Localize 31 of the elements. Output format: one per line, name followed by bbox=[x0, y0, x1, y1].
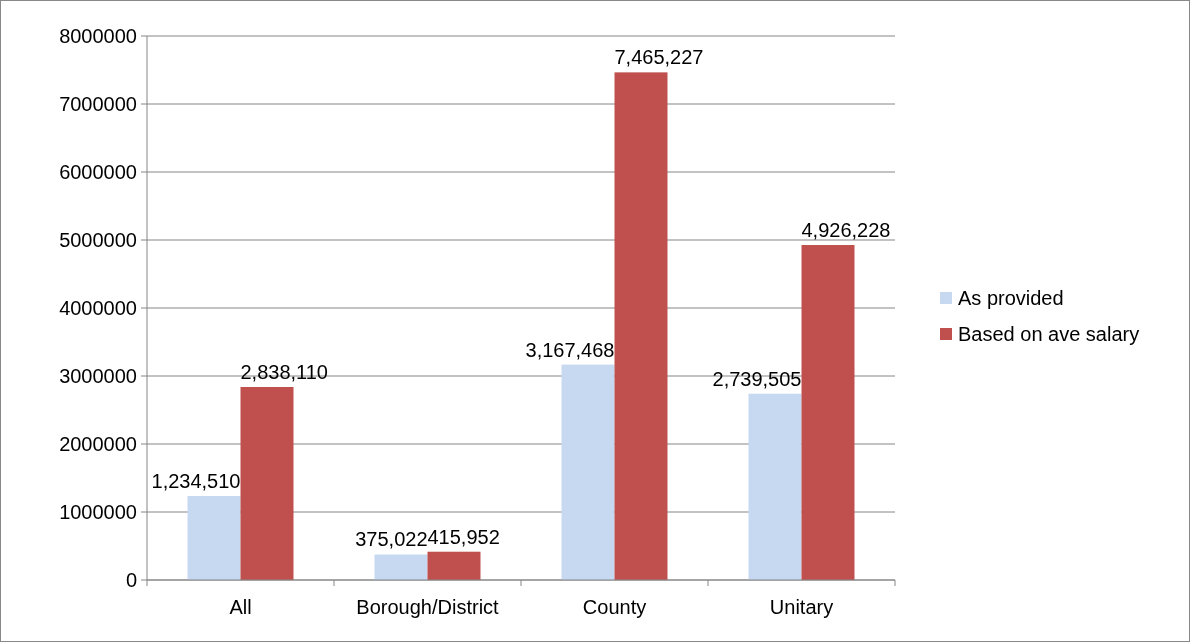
data-label: 375,022 bbox=[355, 528, 428, 551]
x-tick-label: County bbox=[582, 596, 647, 618]
bar bbox=[187, 496, 241, 580]
y-tick-label: 0 bbox=[125, 569, 137, 591]
bar bbox=[748, 393, 802, 580]
y-tick-label: 3000000 bbox=[59, 365, 137, 387]
data-label: 7,465,227 bbox=[614, 46, 704, 69]
data-label: 2,838,110 bbox=[240, 361, 328, 384]
legend-label: As provided bbox=[958, 287, 1064, 309]
x-tick-label: All bbox=[229, 596, 252, 618]
y-tick-label: 6000000 bbox=[59, 161, 137, 183]
legend-label: Based on ave salary bbox=[958, 323, 1140, 345]
x-tick-label: Borough/District bbox=[356, 596, 500, 618]
y-tick-label: 8000000 bbox=[59, 25, 137, 47]
y-tick-label: 7000000 bbox=[59, 93, 137, 115]
data-label: 3,167,468 bbox=[525, 338, 615, 361]
x-tick-label: Unitary bbox=[769, 596, 834, 618]
y-tick-label: 1000000 bbox=[59, 501, 137, 523]
bar bbox=[240, 387, 294, 580]
data-label: 4,926,228 bbox=[801, 219, 891, 242]
data-label: 1,234,510 bbox=[151, 470, 241, 493]
bar bbox=[561, 364, 615, 580]
data-label: 415,952 bbox=[427, 525, 500, 548]
y-tick-label: 2000000 bbox=[59, 433, 137, 455]
bar bbox=[427, 551, 481, 580]
data-label: 2,739,505 bbox=[712, 367, 802, 390]
y-tick-label: 4000000 bbox=[59, 297, 137, 319]
bar bbox=[614, 72, 668, 580]
y-tick-label: 5000000 bbox=[59, 229, 137, 251]
bar bbox=[801, 245, 855, 580]
bar bbox=[374, 554, 428, 580]
